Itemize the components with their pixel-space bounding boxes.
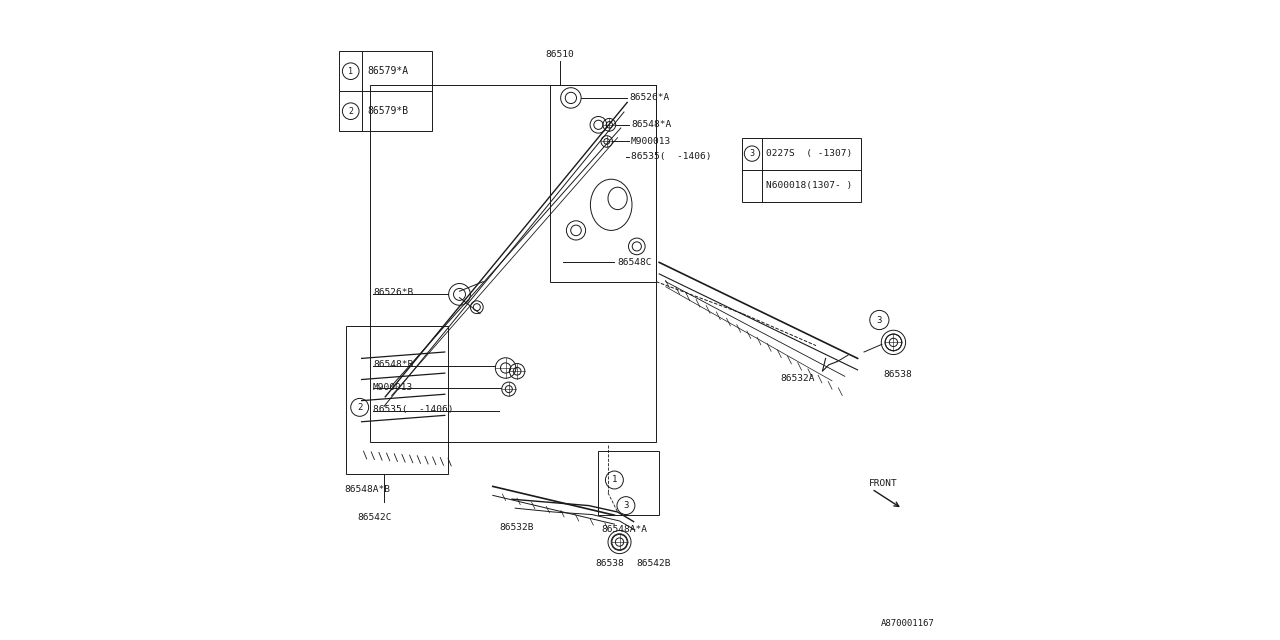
Text: A870001167: A870001167 (881, 620, 934, 628)
Bar (370, 85, 657, 442)
Text: 86542B: 86542B (637, 559, 671, 568)
Text: 86535(  -1406): 86535( -1406) (631, 152, 712, 161)
Text: M900013: M900013 (374, 383, 413, 392)
Text: 86542C: 86542C (357, 513, 392, 522)
Text: 86548*A: 86548*A (631, 120, 671, 129)
Text: 0227S  ( -1307): 0227S ( -1307) (765, 149, 852, 158)
Bar (742, 138, 861, 202)
Text: 86510: 86510 (545, 50, 575, 59)
Text: 1: 1 (612, 476, 617, 484)
Text: 86532B: 86532B (499, 524, 534, 532)
Text: M900013: M900013 (631, 137, 671, 146)
Text: 2: 2 (357, 403, 362, 412)
Text: FRONT: FRONT (869, 479, 897, 488)
Bar (346, 326, 448, 474)
Text: 3: 3 (623, 501, 628, 510)
Text: 3: 3 (877, 316, 882, 324)
Text: 86526*B: 86526*B (374, 288, 413, 297)
Text: 86532A: 86532A (781, 374, 815, 383)
Text: 3: 3 (750, 149, 754, 158)
Text: 86548C: 86548C (618, 258, 652, 267)
Bar (550, 85, 657, 282)
Text: 86548*B: 86548*B (374, 360, 413, 369)
Text: 1: 1 (348, 67, 353, 76)
Text: 86535(  -1406): 86535( -1406) (374, 405, 453, 414)
Text: 86579*B: 86579*B (367, 106, 408, 116)
Text: 2: 2 (348, 107, 353, 116)
Text: 86526*A: 86526*A (630, 93, 669, 102)
Text: 86548A*A: 86548A*A (602, 525, 648, 534)
Text: 86548A*B: 86548A*B (344, 485, 390, 494)
Text: 86538: 86538 (595, 559, 623, 568)
Bar (599, 451, 659, 515)
Bar (339, 51, 433, 131)
Text: 86538: 86538 (883, 370, 911, 379)
Text: 86579*A: 86579*A (367, 66, 408, 76)
Text: N600018(1307- ): N600018(1307- ) (765, 181, 852, 190)
